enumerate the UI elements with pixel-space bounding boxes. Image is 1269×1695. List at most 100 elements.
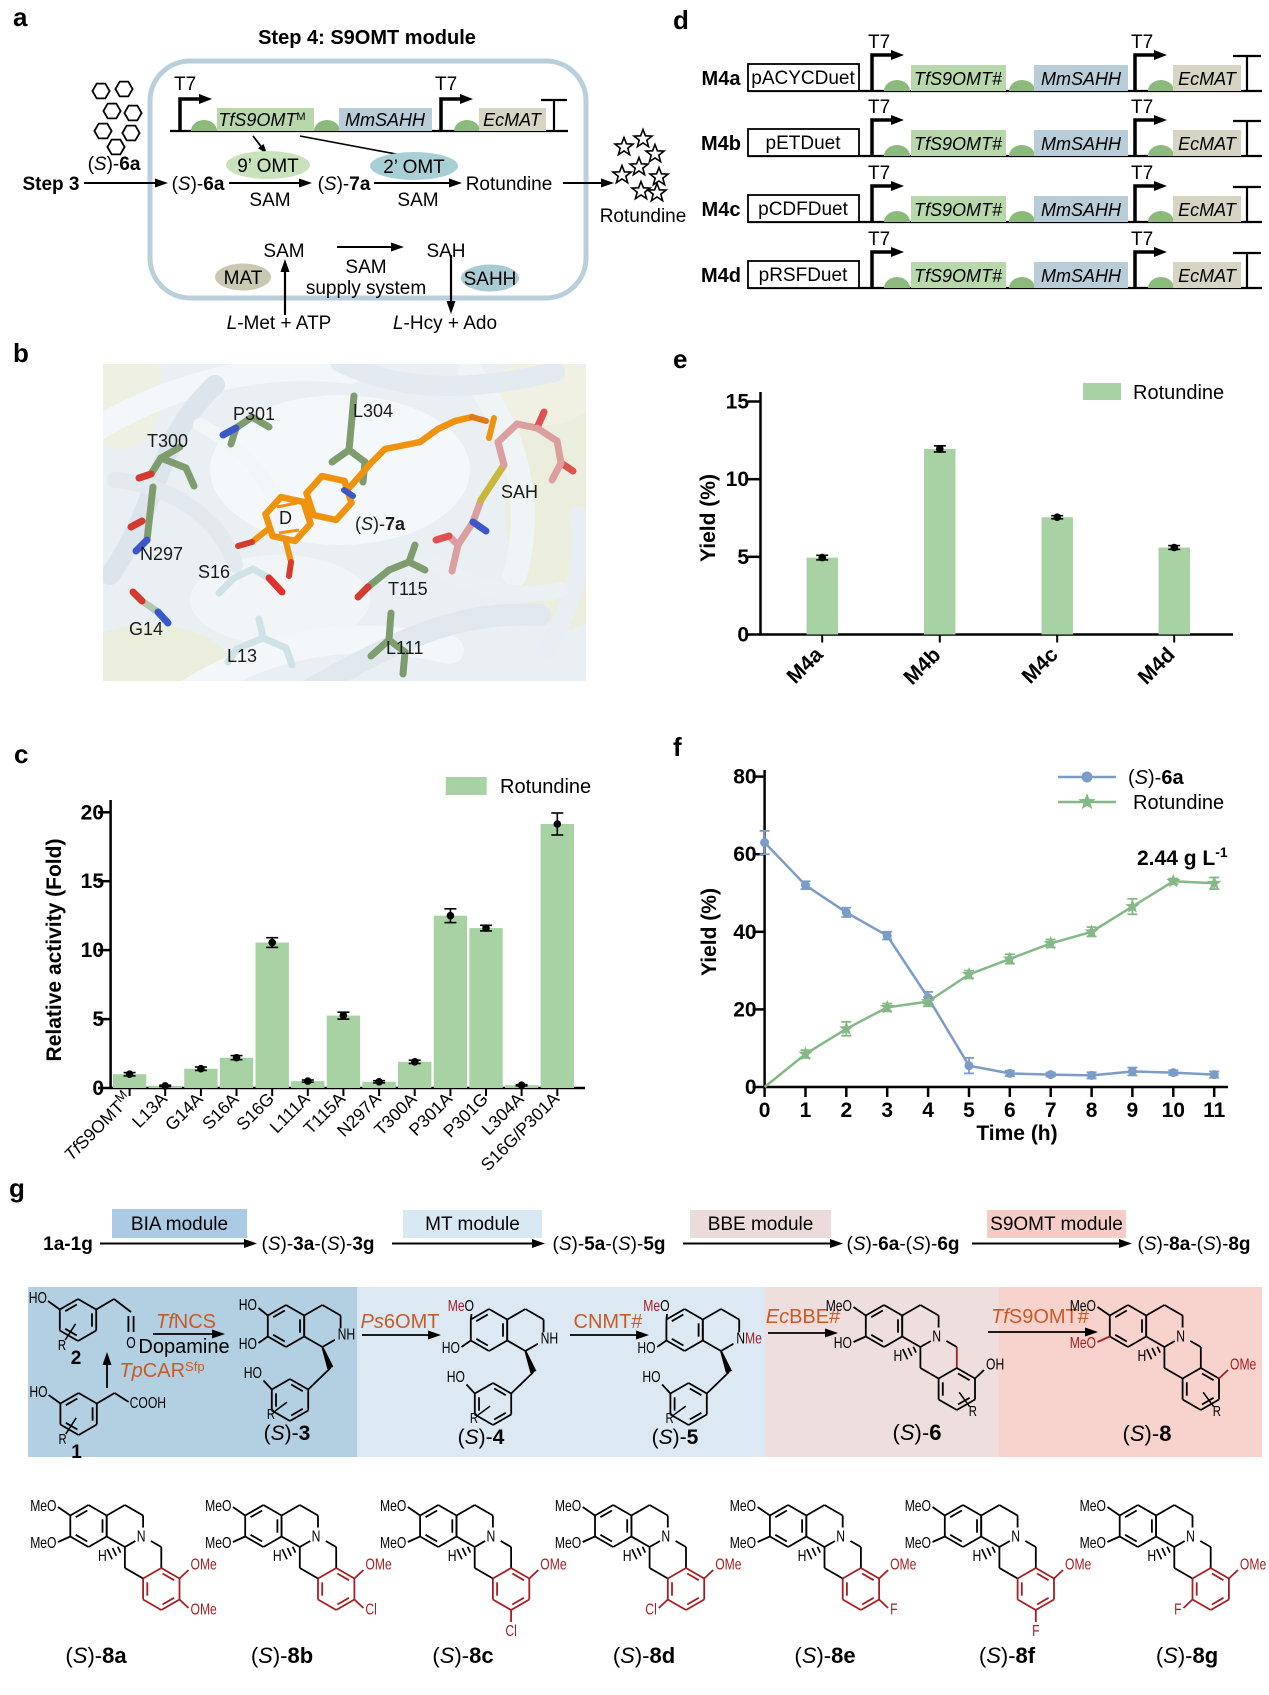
svg-text:2.44 g L-1: 2.44 g L-1 (1137, 844, 1228, 870)
svg-text:O: O (126, 1335, 136, 1352)
svg-text:HO: HO (239, 1336, 257, 1353)
svg-text:T7: T7 (1131, 229, 1153, 250)
svg-text:OMe: OMe (715, 1557, 741, 1574)
svg-text:Cl: Cl (365, 1602, 377, 1619)
svg-text:N: N (1186, 1529, 1195, 1546)
svg-text:BBE module: BBE module (708, 1214, 814, 1235)
svg-text:TfS9OMTM: TfS9OMTM (218, 110, 305, 130)
svg-text:MeO: MeO (380, 1535, 406, 1552)
svg-text:10: 10 (81, 939, 104, 962)
svg-text:HO: HO (447, 1369, 465, 1386)
svg-text:T7: T7 (868, 97, 890, 118)
svg-text:CNMT#: CNMT# (574, 1311, 644, 1333)
svg-text:2: 2 (71, 1348, 82, 1369)
svg-text:F: F (1032, 1623, 1040, 1640)
svg-text:T300: T300 (147, 431, 188, 451)
svg-text:O: O (465, 1298, 475, 1315)
svg-text:N: N (312, 1529, 321, 1546)
svg-text:80: 80 (733, 766, 756, 789)
svg-text:BIA module: BIA module (131, 1214, 228, 1235)
svg-text:(S)-4: (S)-4 (458, 1426, 505, 1449)
svg-text:EcMAT: EcMAT (1178, 134, 1238, 154)
svg-text:15: 15 (726, 391, 750, 414)
svg-text:60: 60 (733, 843, 756, 866)
svg-text:R: R (267, 1406, 275, 1423)
svg-text:L304: L304 (353, 401, 393, 421)
svg-text:T7: T7 (174, 74, 196, 95)
svg-text:T7: T7 (1131, 97, 1153, 118)
svg-text:MeO: MeO (826, 1298, 852, 1315)
svg-text:Rotundine: Rotundine (466, 174, 553, 195)
svg-text:(S)-8: (S)-8 (1123, 1421, 1172, 1446)
svg-text:P301: P301 (233, 404, 275, 424)
svg-text:Time (h): Time (h) (976, 1122, 1057, 1145)
svg-text:SAHH: SAHH (464, 269, 517, 290)
svg-text:SAH: SAH (426, 241, 465, 262)
svg-text:Step 4: S9OMT module: Step 4: S9OMT module (258, 27, 476, 49)
svg-text:d: d (673, 5, 689, 35)
svg-text:5: 5 (963, 1099, 975, 1122)
svg-text:MT module: MT module (425, 1214, 520, 1235)
svg-text:H: H (448, 1548, 457, 1565)
svg-text:Yield (%): Yield (%) (698, 888, 721, 976)
svg-text:L111: L111 (386, 638, 423, 658)
svg-text:(S)-6a: (S)-6a (1128, 767, 1184, 789)
svg-text:HO: HO (442, 1340, 460, 1357)
svg-text:Me: Me (643, 1298, 660, 1315)
svg-text:f: f (673, 732, 682, 762)
svg-text:HO: HO (642, 1369, 660, 1386)
svg-text:TpCARSfp: TpCARSfp (119, 1359, 204, 1382)
svg-text:pACYCDuet: pACYCDuet (751, 68, 855, 89)
svg-text:EcMAT: EcMAT (1178, 266, 1238, 286)
svg-text:0: 0 (759, 1099, 771, 1122)
svg-text:N: N (736, 1331, 745, 1348)
svg-text:NH: NH (338, 1327, 356, 1344)
svg-text:SAH: SAH (501, 482, 538, 502)
svg-text:MeO: MeO (205, 1498, 231, 1515)
svg-text:(S)-8a: (S)-8a (65, 1643, 127, 1668)
svg-text:a: a (13, 2, 28, 32)
svg-text:EcBBE#: EcBBE# (766, 1306, 841, 1328)
svg-text:HO: HO (239, 1297, 257, 1314)
svg-text:OMe: OMe (1230, 1357, 1256, 1374)
svg-text:N: N (661, 1529, 670, 1546)
svg-text:MmSAHH: MmSAHH (345, 110, 426, 130)
svg-text:T7: T7 (1131, 163, 1153, 184)
svg-text:Ps6OMT: Ps6OMT (361, 1311, 440, 1333)
svg-text:HO: HO (834, 1335, 852, 1352)
svg-text:5: 5 (737, 546, 749, 569)
svg-text:L-Met + ATP: L-Met + ATP (227, 313, 332, 334)
svg-text:Rotundine: Rotundine (1133, 382, 1224, 404)
svg-text:Rotundine: Rotundine (1133, 792, 1224, 814)
svg-text:2’ OMT: 2’ OMT (383, 157, 445, 178)
svg-text:MmSAHH: MmSAHH (1041, 200, 1122, 220)
svg-text:1a-1g: 1a-1g (43, 1234, 93, 1255)
svg-text:11: 11 (1203, 1099, 1226, 1122)
svg-text:R: R (59, 1431, 67, 1448)
svg-text:TfS9OMT#: TfS9OMT# (914, 69, 1003, 89)
svg-text:Dopamine: Dopamine (138, 1336, 229, 1358)
svg-text:F: F (1174, 1602, 1182, 1619)
svg-text:T7: T7 (868, 32, 890, 53)
svg-text:G14: G14 (129, 619, 163, 639)
svg-text:9: 9 (1127, 1099, 1139, 1122)
svg-text:H: H (98, 1548, 107, 1565)
svg-text:c: c (14, 739, 28, 769)
svg-text:N: N (1176, 1329, 1185, 1346)
svg-text:SAM: SAM (263, 241, 304, 262)
svg-text:MmSAHH: MmSAHH (1041, 134, 1122, 154)
svg-text:T7: T7 (435, 74, 457, 95)
svg-text:e: e (673, 344, 687, 374)
svg-text:SAM: SAM (397, 190, 438, 211)
svg-text:MmSAHH: MmSAHH (1041, 69, 1122, 89)
svg-text:MeO: MeO (555, 1535, 581, 1552)
svg-text:R: R (666, 1410, 674, 1427)
svg-text:TfS9OMT#: TfS9OMT# (914, 134, 1003, 154)
svg-text:MeO: MeO (30, 1498, 56, 1515)
svg-text:OMe: OMe (1065, 1557, 1091, 1574)
svg-text:Rotundine: Rotundine (600, 206, 687, 227)
svg-text:1: 1 (800, 1099, 812, 1122)
svg-text:Me: Me (1070, 1335, 1087, 1352)
svg-text:pETDuet: pETDuet (766, 133, 842, 154)
svg-text:(S)-8c: (S)-8c (432, 1643, 493, 1668)
